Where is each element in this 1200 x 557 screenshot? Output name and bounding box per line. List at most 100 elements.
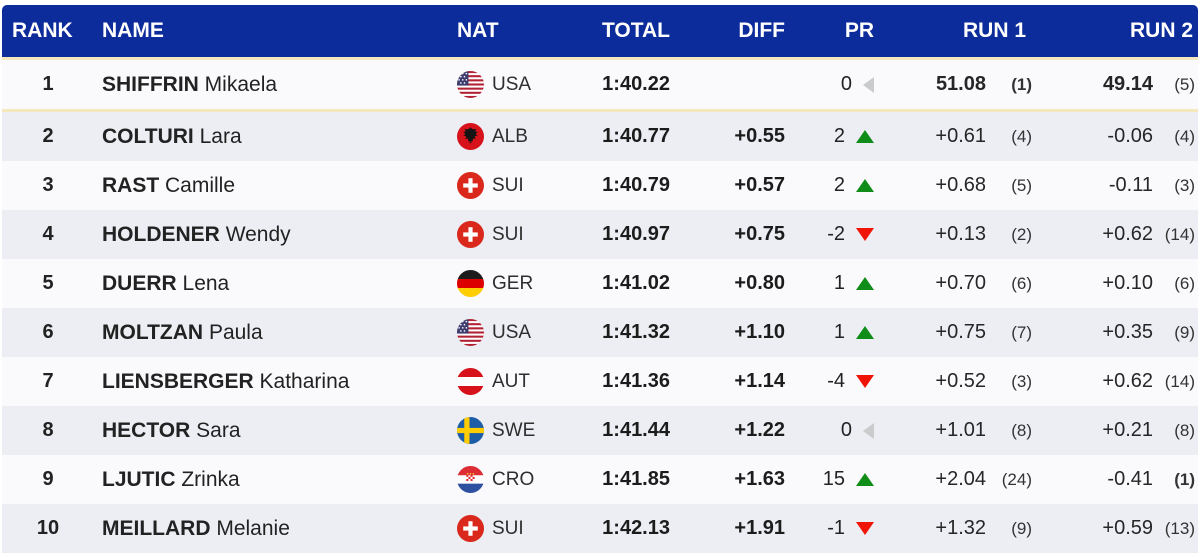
cell-rank: 2 [42, 125, 54, 147]
run1-rank: (7) [1011, 323, 1032, 342]
cell-name: SHIFFRIN Mikaela [90, 73, 445, 97]
sui-flag-icon [457, 172, 484, 199]
cell-run1: +0.52 (3) [882, 370, 1032, 393]
table-row[interactable]: 2 COLTURI Lara ALB 1:40.77 +0.55 2 +0.61… [2, 112, 1198, 161]
cell-rank: 4 [42, 223, 54, 245]
position-change-value: -4 [827, 370, 845, 392]
table-row[interactable]: 8 HECTOR Sara SWE 1:41.44 +1.22 0 +1.01 (… [2, 406, 1198, 455]
athlete-last-name: HOLDENER [102, 222, 220, 246]
run1-time: +0.13 [935, 223, 986, 245]
run1-time: 51.08 [935, 73, 986, 95]
swe-flag-icon [457, 417, 484, 444]
run2-rank: (9) [1174, 323, 1195, 342]
cell-name: RAST Camille [90, 174, 445, 198]
cell-position-change: 2 [785, 125, 882, 148]
run1-rank: (4) [1011, 127, 1032, 146]
cell-run2: 49.14 (5) [1032, 73, 1198, 96]
cell-run1: +2.04 (24) [882, 468, 1032, 491]
cell-name: LIENSBERGER Katharina [90, 370, 445, 394]
cell-total: 1:41.02 [602, 272, 670, 294]
run1-rank: (3) [1011, 372, 1032, 391]
run2-time: +0.10 [1102, 272, 1153, 294]
cell-diff: +0.57 [734, 174, 785, 196]
athlete-last-name: COLTURI [102, 124, 194, 148]
position-change-value: -2 [827, 223, 845, 245]
position-change-value: 0 [840, 73, 852, 95]
position-change-arrow-icon [856, 375, 874, 388]
cell-total: 1:40.79 [602, 174, 670, 196]
athlete-first-name: Melanie [216, 516, 290, 540]
table-header: RANK NAME NAT TOTAL DIFF PR RUN 1 RUN 2 [2, 5, 1198, 57]
ger-flag-icon [457, 270, 484, 297]
position-change-value: 1 [833, 321, 845, 343]
cell-run1: +0.70 (6) [882, 272, 1032, 295]
athlete-first-name: Lena [182, 271, 230, 295]
country-code: USA [492, 73, 532, 95]
position-change-value: 2 [833, 174, 845, 196]
table-row[interactable]: 6 MOLTZAN Paula USA 1:41.32 +1.10 1 +0.7… [2, 308, 1198, 357]
cell-total: 1:40.22 [602, 73, 670, 95]
cell-name: LJUTIC Zrinka [90, 468, 445, 492]
position-change-arrow-icon [856, 179, 874, 192]
position-change-arrow-icon [856, 228, 874, 241]
alb-flag-icon [457, 123, 484, 150]
cell-total: 1:41.85 [602, 468, 670, 490]
cell-run2: +0.10 (6) [1032, 272, 1198, 295]
table-row[interactable]: 4 HOLDENER Wendy SUI 1:40.97 +0.75 -2 +0… [2, 210, 1198, 259]
run1-rank: (24) [1001, 470, 1032, 489]
country-code: AUT [492, 370, 530, 392]
table-row[interactable]: 5 DUERR Lena GER 1:41.02 +0.80 1 +0.70 (6… [2, 259, 1198, 308]
cell-position-change: 1 [785, 272, 882, 295]
table-row[interactable]: 10 MEILLARD Melanie SUI 1:42.13 +1.91 -1… [2, 504, 1198, 553]
cell-run1: +1.32 (9) [882, 517, 1032, 540]
country-code: GER [492, 272, 534, 294]
run1-time: +1.32 [935, 517, 986, 539]
cell-run2: +0.62 (14) [1032, 370, 1198, 393]
athlete-last-name: RAST [102, 173, 160, 197]
header-total: TOTAL [601, 19, 670, 42]
cell-run1: +0.13 (2) [882, 223, 1032, 246]
athlete-first-name: Katharina [259, 369, 350, 393]
cell-position-change: 1 [785, 321, 882, 344]
run2-rank: (1) [1174, 470, 1195, 489]
cro-flag-icon [457, 466, 484, 493]
cell-position-change: -2 [785, 223, 882, 246]
cell-total: 1:40.77 [602, 125, 670, 147]
cell-rank: 8 [42, 419, 54, 441]
country-code: SWE [492, 419, 536, 441]
run2-time: +0.21 [1102, 419, 1153, 441]
cell-rank: 5 [42, 272, 54, 294]
cell-nat: USA [445, 319, 540, 346]
header-nat: NAT [457, 19, 499, 42]
table-row[interactable]: 1 SHIFFRIN Mikaela USA 1:40.22 0 51.08 (1… [2, 57, 1198, 112]
usa-flag-icon [457, 319, 484, 346]
run1-rank: (9) [1011, 519, 1032, 538]
cell-rank: 7 [42, 370, 54, 392]
athlete-last-name: HECTOR [102, 418, 191, 442]
athlete-last-name: SHIFFRIN [102, 72, 199, 96]
position-change-arrow-icon [863, 422, 874, 439]
run1-rank: (5) [1011, 176, 1032, 195]
cell-rank: 9 [42, 468, 54, 490]
cell-position-change: 0 [785, 73, 882, 96]
header-pr: PR [844, 19, 874, 42]
cell-total: 1:40.97 [602, 223, 670, 245]
cell-rank: 10 [36, 517, 60, 539]
table-row[interactable]: 7 LIENSBERGER Katharina AUT 1:41.36 +1.1… [2, 357, 1198, 406]
cell-nat: CRO [445, 466, 540, 493]
run2-rank: (8) [1174, 421, 1195, 440]
run2-time: -0.11 [1108, 174, 1153, 196]
athlete-last-name: LIENSBERGER [102, 369, 254, 393]
country-code: SUI [492, 174, 524, 196]
country-code: CRO [492, 468, 535, 490]
run1-time: +0.61 [935, 125, 986, 147]
cell-position-change: -1 [785, 517, 882, 540]
athlete-first-name: Paula [208, 320, 263, 344]
sui-flag-icon [457, 221, 484, 248]
cell-position-change: 0 [785, 419, 882, 442]
table-row[interactable]: 9 LJUTIC Zrinka CRO 1:41.85 +1.63 15 +2.… [2, 455, 1198, 504]
table-row[interactable]: 3 RAST Camille SUI 1:40.79 +0.57 2 +0.68… [2, 161, 1198, 210]
cell-diff: +1.10 [734, 321, 785, 343]
run2-time: -0.41 [1107, 468, 1153, 490]
country-code: USA [492, 321, 532, 343]
